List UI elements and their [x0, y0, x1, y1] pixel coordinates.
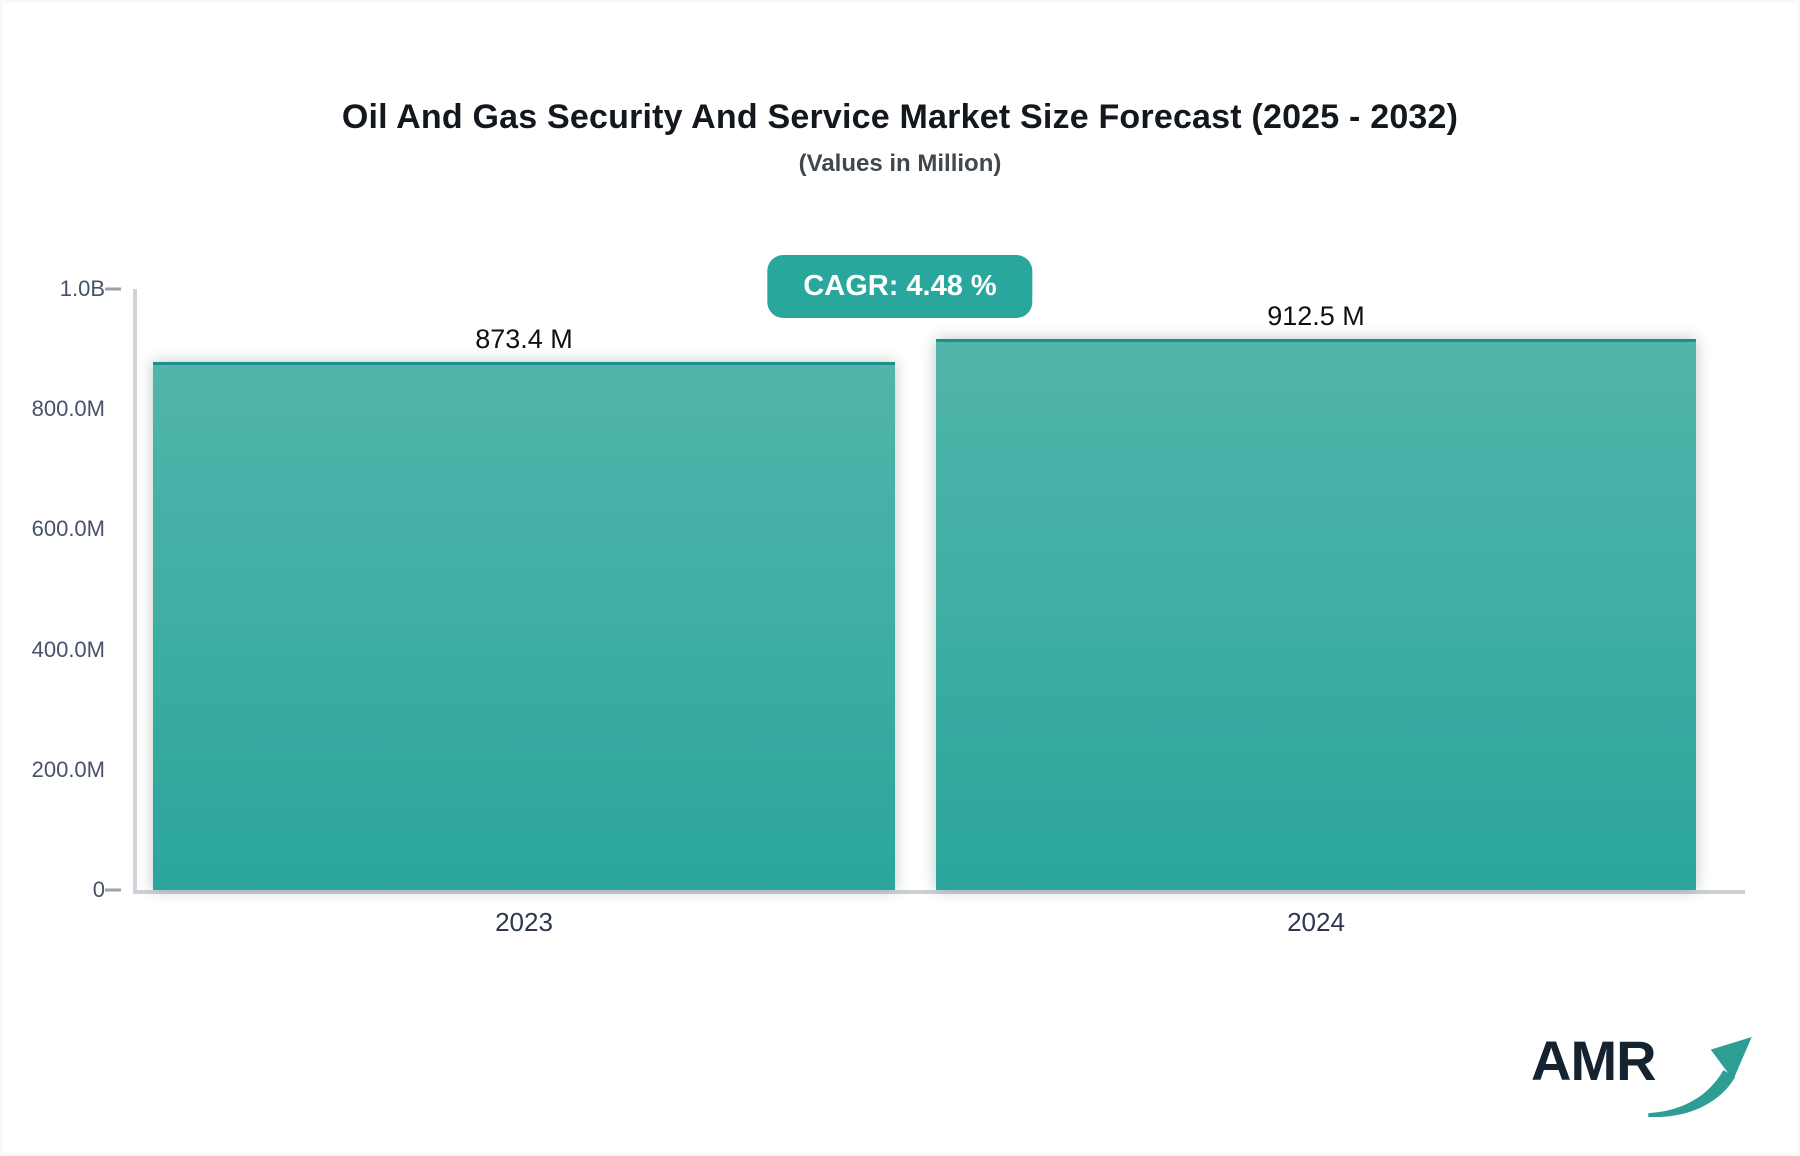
bar-column-2024: 912.5 M 2024 [936, 289, 1696, 937]
cagr-badge-label: CAGR: 4.48 % [803, 270, 997, 302]
bar-2024 [936, 338, 1696, 890]
y-axis-tick-zero [105, 888, 121, 892]
amr-logo: AMR [1531, 1033, 1754, 1117]
plot-area: 1.0B 800.0M 600.0M 400.0M 200.0M 0 873.4… [32, 276, 1745, 937]
bar-column-2023: 873.4 M 2023 [153, 289, 895, 937]
y-axis-labels: 1.0B 800.0M 600.0M 400.0M 200.0M 0 [3, 276, 105, 902]
y-axis-label: 400.0M [31, 636, 105, 662]
cagr-badge: CAGR: 4.48 % [767, 255, 1033, 318]
chart-title: Oil And Gas Security And Service Market … [341, 98, 1459, 136]
y-axis-label: 1.0B [59, 276, 105, 301]
y-axis-label: 800.0M [31, 396, 105, 422]
y-axis-label: 600.0M [31, 516, 105, 542]
chart-subtitle: (Values in Million) [798, 150, 1002, 177]
chart-card: Oil And Gas Security And Service Market … [3, 3, 1797, 1153]
bar-2023 [153, 362, 895, 890]
amr-logo-arrow-icon [1647, 1036, 1752, 1117]
bar-value-label: 873.4 M [475, 324, 573, 355]
bar-value-label: 912.5 M [1267, 300, 1365, 331]
y-axis-tick-max [105, 287, 121, 291]
x-axis-label: 2024 [1287, 907, 1345, 937]
y-axis-label: 0 [92, 877, 105, 902]
y-axis-label: 200.0M [31, 756, 105, 782]
x-axis-line [133, 890, 1745, 894]
x-axis-label: 2023 [495, 907, 553, 937]
y-axis-line [133, 289, 137, 892]
amr-logo-text: AMR [1531, 1029, 1657, 1092]
